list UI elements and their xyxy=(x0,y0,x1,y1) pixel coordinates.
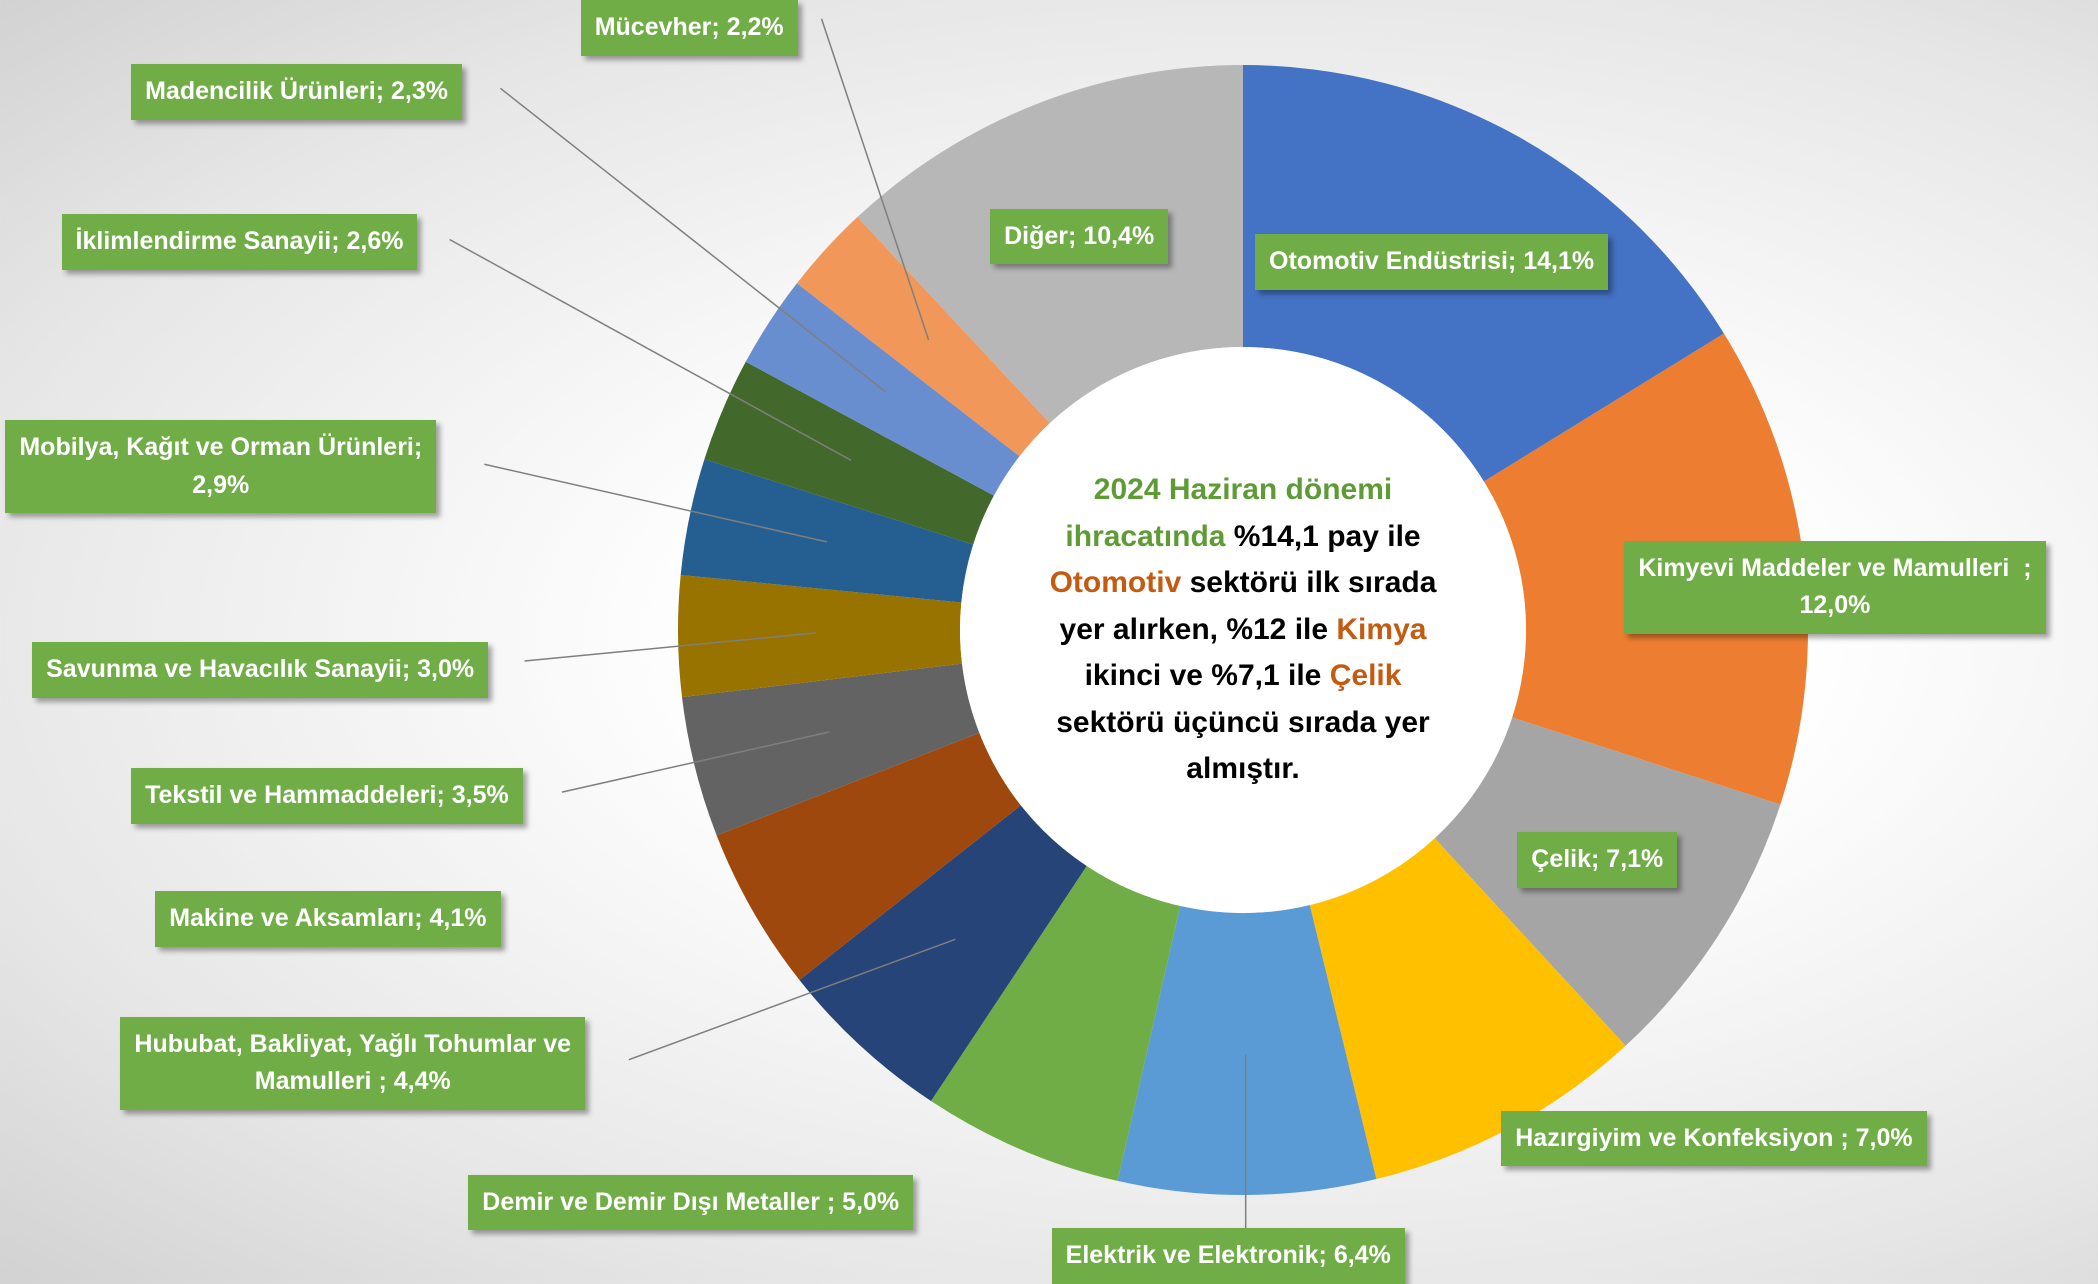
donut-hole xyxy=(960,347,1526,913)
data-label: Demir ve Demir Dışı Metaller ; 5,0% xyxy=(468,1174,914,1231)
data-label: Hububat, Bakliyat, Yağlı Tohumlar ve Mam… xyxy=(120,1016,586,1110)
data-label: Kimyevi Maddeler ve Mamulleri ; 12,0% xyxy=(1624,540,2046,634)
center-text-part: sektörü ilk sırada yer alırken, %12 ile xyxy=(1059,566,1437,646)
slice xyxy=(704,361,994,545)
leader-line xyxy=(820,18,930,341)
data-label: Makine ve Aksamları; 4,1% xyxy=(155,891,501,947)
data-label: Elektrik ve Elektronik; 6,4% xyxy=(1051,1228,1405,1284)
slice xyxy=(931,865,1181,1181)
leader-line xyxy=(484,463,828,543)
slice xyxy=(1117,905,1377,1195)
center-text-body: 2024 Haziran dönemi ihracatında %14,1 pa… xyxy=(1028,467,1458,793)
center-text-part: Çelik xyxy=(1329,659,1402,693)
center-text-part: Kimya xyxy=(1336,612,1427,646)
center-text-part: ikinci ve %7,1 ile xyxy=(1084,659,1330,693)
data-label: Savunma ve Havacılık Sanayii; 3,0% xyxy=(32,642,489,698)
data-label: Otomotiv Endüstrisi; 14,1% xyxy=(1255,234,1609,290)
data-label: Mobilya, Kağıt ve Orman Ürünleri; 2,9% xyxy=(5,420,437,514)
slice xyxy=(678,575,963,698)
center-text-part: 2024 Haziran dönemi ihracatında xyxy=(1065,473,1393,553)
slice xyxy=(682,663,980,836)
center-text-part: Otomotiv xyxy=(1049,566,1182,600)
center-text-part: sektörü üçüncü sırada yer almıştır. xyxy=(1056,705,1430,786)
data-label: Hazırgiyim ve Konfeksiyon ; 7,0% xyxy=(1501,1110,1927,1167)
data-label: Çelik; 7,1% xyxy=(1517,832,1678,888)
leader-line xyxy=(499,87,887,393)
slice xyxy=(680,459,974,603)
leader-line xyxy=(561,731,830,793)
slice xyxy=(1309,838,1626,1180)
leader-line xyxy=(628,938,956,1061)
slice xyxy=(799,805,1087,1102)
data-label: Madencilik Ürünleri; 2,3% xyxy=(131,64,462,120)
data-label: İklimlendirme Sanayii; 2,6% xyxy=(61,214,418,270)
slice xyxy=(716,732,1021,980)
leader-line xyxy=(449,238,852,461)
center-text: 2024 Haziran dönemi ihracatında %14,1 pa… xyxy=(1013,400,1473,860)
data-label: Tekstil ve Hammaddeleri; 3,5% xyxy=(131,768,523,824)
data-label: Mücevher; 2,2% xyxy=(580,0,798,56)
data-label: Diğer; 10,4% xyxy=(990,208,1169,265)
center-text-part: %14,1 pay ile xyxy=(1225,519,1421,553)
leader-line xyxy=(524,632,817,662)
slice xyxy=(796,217,1050,457)
